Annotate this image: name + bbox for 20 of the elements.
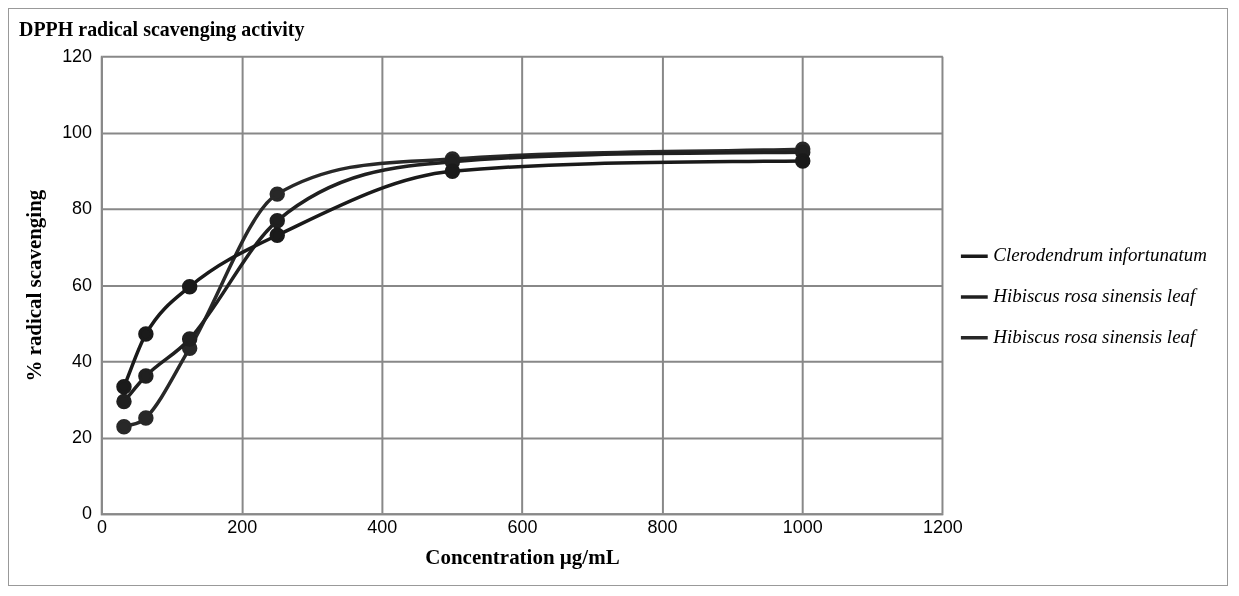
legend-label: Clerodendrum infortunatum xyxy=(993,244,1207,266)
x-tick-label: 800 xyxy=(647,517,678,538)
x-axis-title: Concentration µg/mL xyxy=(425,544,620,569)
x-tick-label: 600 xyxy=(507,517,538,538)
legend-label: Hibiscus rosa sinensis leaf xyxy=(992,325,1199,347)
y-tick-label: 0 xyxy=(82,503,93,524)
x-tick-label: 1200 xyxy=(922,517,963,538)
y-tick-label: 60 xyxy=(72,274,93,295)
x-tick-label: 0 xyxy=(97,517,108,538)
y-tick-label: 80 xyxy=(72,198,93,219)
y-axis-title: % radical scavenging xyxy=(21,189,46,382)
y-tick-label: 40 xyxy=(72,350,93,371)
y-tick-label: 120 xyxy=(62,45,93,66)
x-tick-label: 200 xyxy=(227,517,258,538)
x-tick-label: 400 xyxy=(367,517,398,538)
chart-title: DPPH radical scavenging activity xyxy=(18,18,305,42)
y-tick-label: 20 xyxy=(72,427,93,448)
y-tick-label: 100 xyxy=(62,122,93,143)
x-tick-label: 1000 xyxy=(782,517,823,538)
legend-label: Hibiscus rosa sinensis leaf xyxy=(992,285,1199,306)
